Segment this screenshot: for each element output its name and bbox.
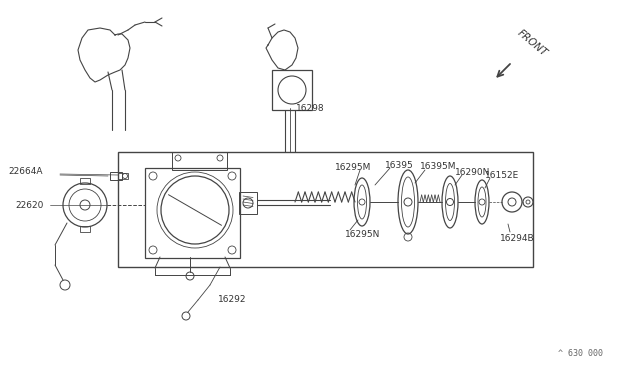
Text: FRONT: FRONT — [515, 28, 548, 58]
Text: 16295N: 16295N — [345, 230, 380, 238]
Bar — [118, 173, 128, 179]
Bar — [118, 152, 533, 267]
Text: 22664A: 22664A — [8, 167, 42, 176]
Text: 16298: 16298 — [296, 103, 324, 112]
Text: 16290N: 16290N — [455, 167, 490, 176]
Bar — [145, 168, 240, 258]
Bar — [239, 192, 257, 214]
Text: 16294B: 16294B — [500, 234, 534, 243]
Bar — [110, 172, 122, 180]
Text: 16295M: 16295M — [335, 163, 371, 171]
Text: 16395M: 16395M — [420, 161, 456, 170]
Bar — [272, 70, 312, 110]
Text: 16395: 16395 — [385, 160, 413, 170]
Text: ^ 630 000: ^ 630 000 — [558, 349, 603, 358]
Bar — [80, 226, 90, 232]
Bar — [172, 152, 227, 170]
Text: 16292: 16292 — [218, 295, 246, 305]
Text: 22620: 22620 — [15, 201, 44, 209]
Bar — [80, 178, 90, 184]
Text: 16152E: 16152E — [485, 170, 519, 180]
